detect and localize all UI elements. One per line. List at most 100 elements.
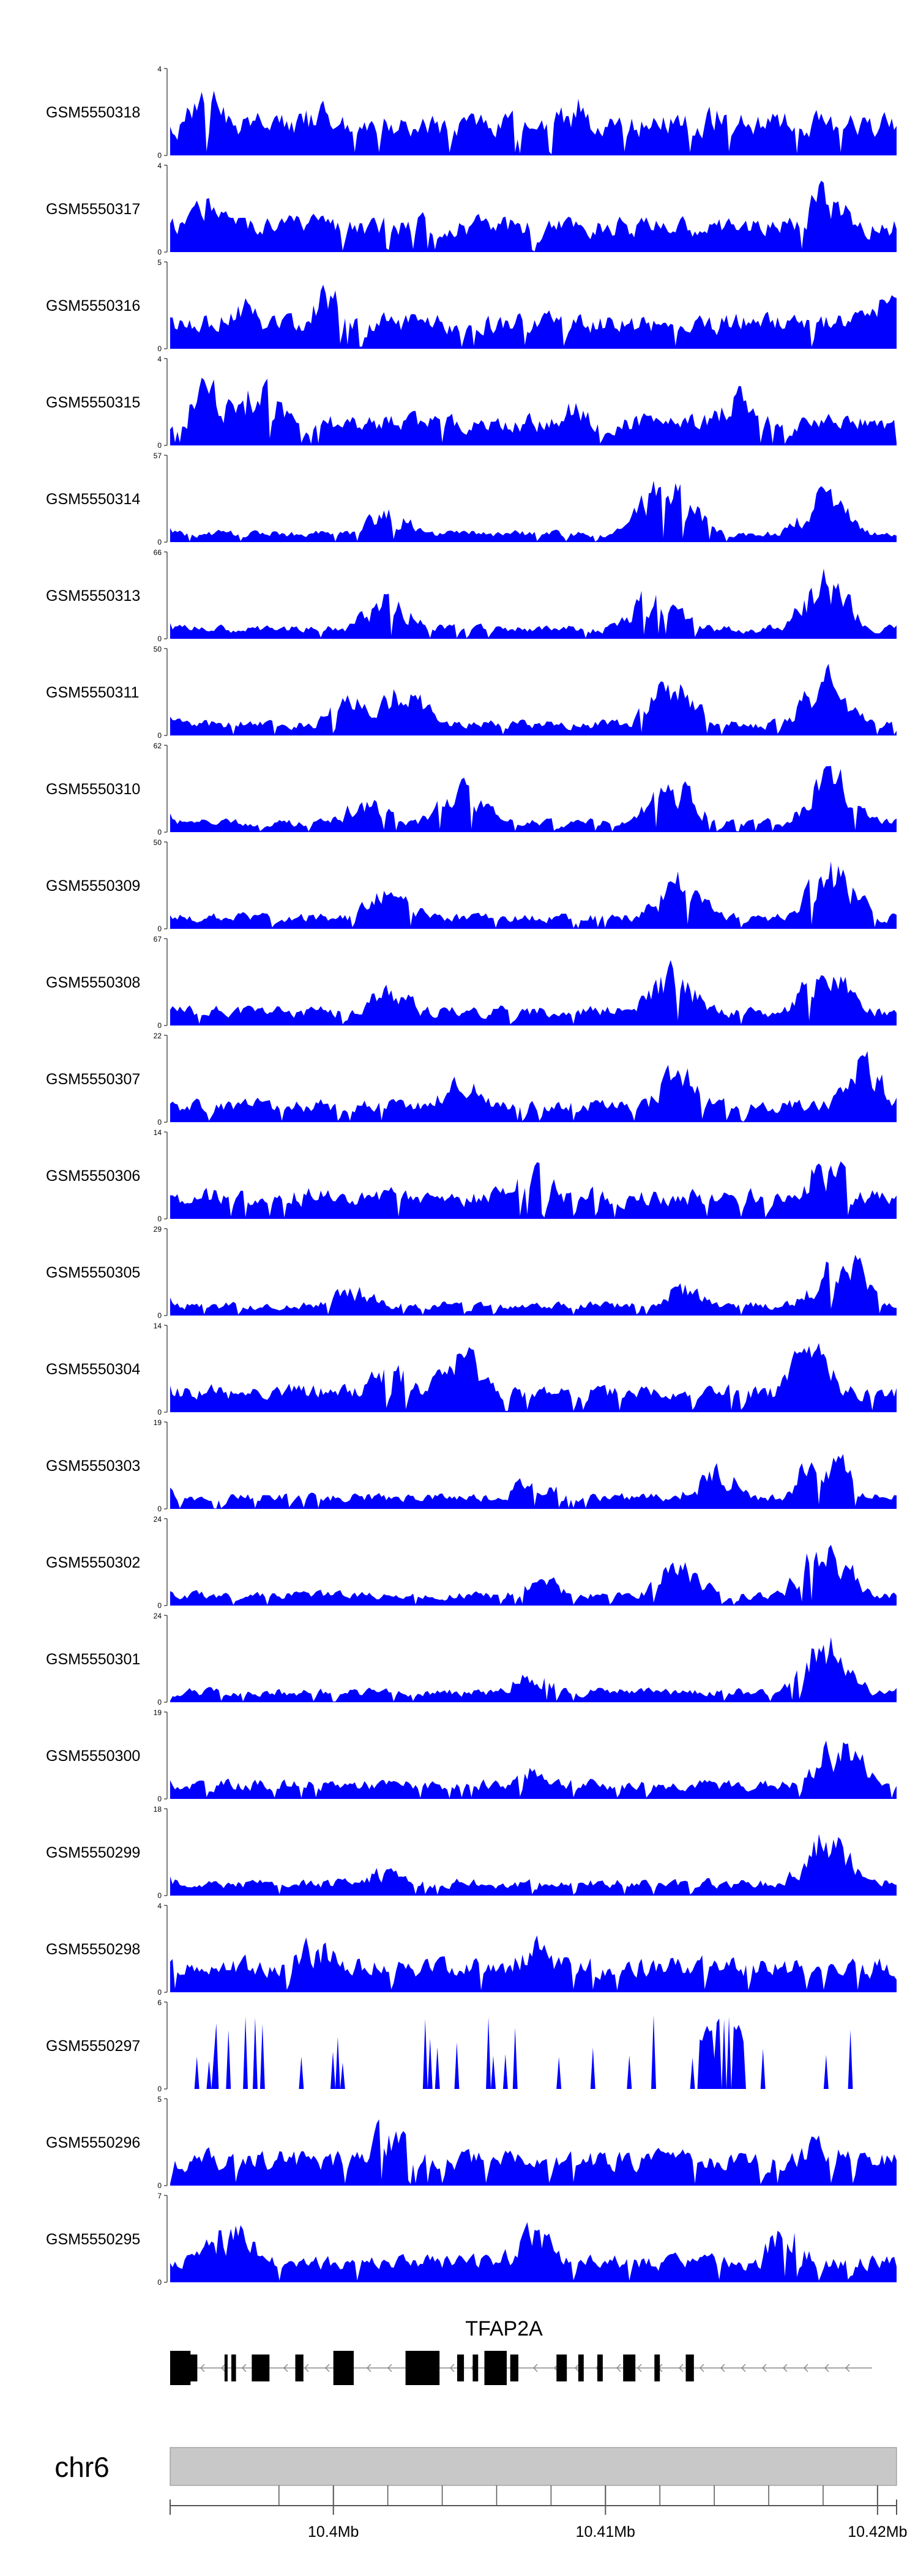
track-label: GSM5550303 <box>46 1457 140 1475</box>
strand-arrow <box>241 2364 247 2372</box>
track-ymax-label: 5 <box>157 2095 162 2104</box>
track-label: GSM5550317 <box>46 201 140 218</box>
track-label: GSM5550295 <box>46 2231 140 2248</box>
track-GSM5550317: GSM5550317 4 0 <box>46 162 897 256</box>
track-ymin-label: 0 <box>157 441 162 450</box>
track-signal-area <box>170 181 897 252</box>
track-label: GSM5550300 <box>46 1748 140 1765</box>
track-ymin-label: 0 <box>157 1891 162 1900</box>
track-ymin-label: 0 <box>157 2181 162 2190</box>
track-signal-area <box>170 765 897 832</box>
track-signal-area <box>170 1161 897 1219</box>
track-label: GSM5550302 <box>46 1554 140 1571</box>
gene-exon <box>189 2355 198 2381</box>
track-ymax-label: 29 <box>154 1225 162 1234</box>
track-label: GSM5550296 <box>46 2134 140 2151</box>
track-ymax-label: 14 <box>154 1128 162 1137</box>
strand-arrow <box>803 2364 808 2372</box>
track-label: GSM5550301 <box>46 1651 140 1668</box>
genome-axis-tick-label: 10.41Mb <box>576 2523 635 2541</box>
strand-arrow <box>616 2364 621 2372</box>
strand-arrow <box>678 2364 684 2372</box>
gene-exon <box>578 2355 584 2381</box>
track-ymin-label: 0 <box>157 1021 162 1030</box>
track-label: GSM5550313 <box>46 587 140 605</box>
track-signal-area <box>170 1834 897 1896</box>
track-GSM5550315: GSM5550315 4 0 <box>46 355 897 450</box>
strand-arrow <box>699 2364 704 2372</box>
track-label: GSM5550299 <box>46 1844 140 1861</box>
track-label: GSM5550298 <box>46 1941 140 1958</box>
track-label: GSM5550308 <box>46 974 140 991</box>
track-ymin-label: 0 <box>157 1988 162 1997</box>
track-ymin-label: 0 <box>157 538 162 546</box>
track-GSM5550308: GSM5550308 67 0 <box>46 935 897 1030</box>
strand-arrow <box>782 2364 788 2372</box>
track-ymax-label: 4 <box>157 355 162 363</box>
track-GSM5550298: GSM5550298 4 0 <box>46 1902 897 1997</box>
track-signal-area <box>170 568 897 639</box>
track-signal-area <box>170 2119 897 2186</box>
gene-exon <box>295 2355 304 2381</box>
track-signal-area <box>170 1637 897 1702</box>
track-ymax-label: 62 <box>154 742 162 750</box>
track-ymax-label: 14 <box>154 1322 162 1330</box>
track-signal-area <box>170 480 897 542</box>
gene-exon <box>231 2355 236 2381</box>
track-signal-area <box>170 1254 897 1316</box>
track-GSM5550310: GSM5550310 62 0 <box>46 742 897 836</box>
track-GSM5550309: GSM5550309 50 0 <box>46 838 897 933</box>
genome-axis-tick-label: 10.4Mb <box>308 2523 359 2541</box>
gene-exon <box>685 2355 694 2381</box>
chromosome-band <box>170 2447 897 2486</box>
gene-exon <box>457 2355 465 2381</box>
track-signal-area <box>170 2015 897 2089</box>
track-label: GSM5550310 <box>46 781 140 798</box>
track-ymin-label: 0 <box>157 635 162 643</box>
track-GSM5550299: GSM5550299 18 0 <box>46 1805 897 1900</box>
gene-exon <box>556 2355 567 2381</box>
track-GSM5550313: GSM5550313 66 0 <box>46 548 897 643</box>
strand-arrow <box>720 2364 725 2372</box>
track-ymin-label: 0 <box>157 248 162 256</box>
track-GSM5550295: GSM5550295 7 0 <box>46 2192 897 2287</box>
strand-arrow <box>845 2364 850 2372</box>
track-GSM5550318: GSM5550318 4 0 <box>46 65 897 160</box>
strand-arrow <box>761 2364 767 2372</box>
track-ymax-label: 4 <box>157 1902 162 1910</box>
track-ymax-label: 7 <box>157 2192 162 2200</box>
track-label: GSM5550315 <box>46 394 140 411</box>
track-label: GSM5550318 <box>46 104 140 121</box>
track-ymax-label: 67 <box>154 935 162 944</box>
strand-arrow <box>220 2364 226 2372</box>
track-ymin-label: 0 <box>157 1408 162 1416</box>
track-ymin-label: 0 <box>157 2278 162 2287</box>
track-ymin-label: 0 <box>157 1698 162 1707</box>
gene-exon <box>472 2355 479 2381</box>
strand-arrow <box>574 2364 580 2372</box>
gene-exon <box>510 2355 518 2381</box>
track-ymin-label: 0 <box>157 1795 162 1803</box>
genome-axis-tick-label: 10.42Mb <box>848 2523 907 2541</box>
track-signal-area <box>170 1051 897 1122</box>
track-GSM5550305: GSM5550305 29 0 <box>46 1225 897 1320</box>
strand-arrow <box>200 2364 205 2372</box>
track-ymax-label: 4 <box>157 162 162 170</box>
track-signal-area <box>170 960 897 1026</box>
track-ymin-label: 0 <box>157 1215 162 1223</box>
track-ymax-label: 57 <box>154 452 162 460</box>
track-GSM5550311: GSM5550311 50 0 <box>46 645 897 740</box>
chromosome-track: chr6 <box>54 2447 897 2486</box>
track-ymin-label: 0 <box>157 1311 162 1320</box>
gene-exon <box>597 2355 603 2381</box>
track-label: GSM5550316 <box>46 297 140 315</box>
track-signal-area <box>170 2222 897 2282</box>
track-GSM5550316: GSM5550316 5 0 <box>46 258 897 353</box>
track-ymax-label: 19 <box>154 1708 162 1717</box>
track-label: GSM5550304 <box>46 1361 140 1378</box>
track-label: GSM5550314 <box>46 491 140 508</box>
track-GSM5550301: GSM5550301 24 0 <box>46 1612 897 1707</box>
chromosome-label: chr6 <box>54 2451 109 2483</box>
track-ymax-label: 19 <box>154 1418 162 1427</box>
strand-arrow <box>741 2364 746 2372</box>
